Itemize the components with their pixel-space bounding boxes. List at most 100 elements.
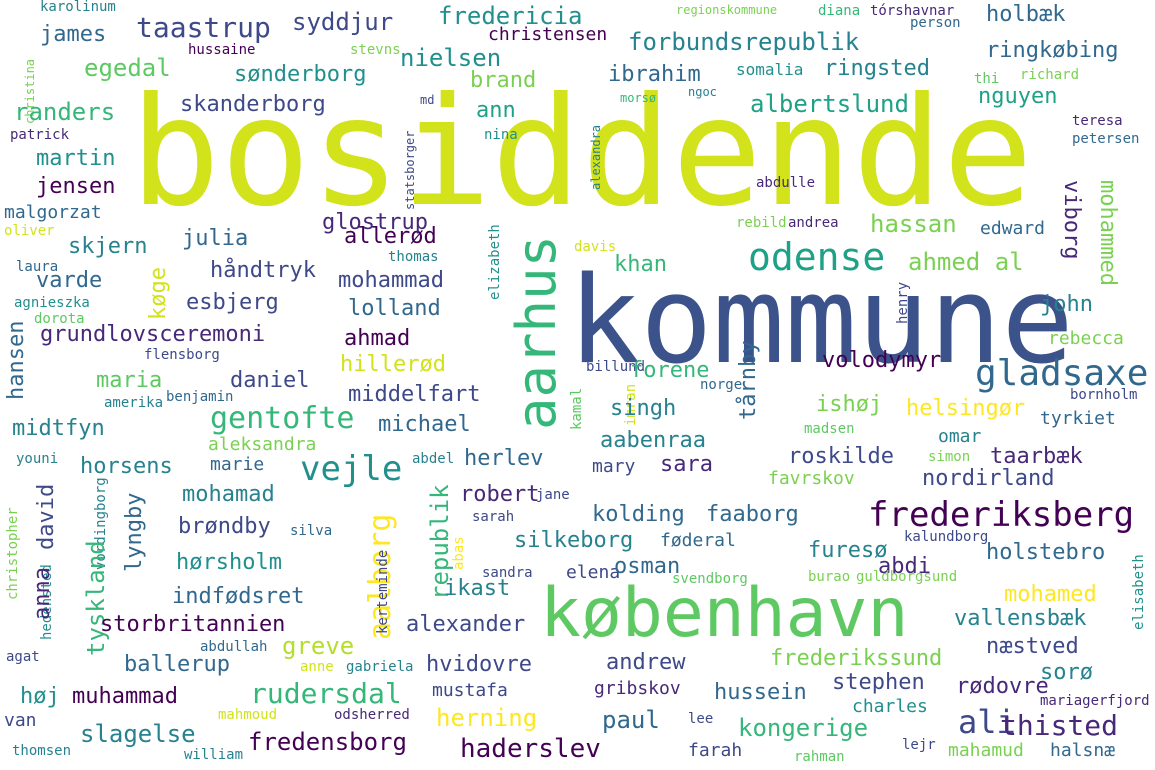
word-billund: billund — [586, 359, 646, 375]
word-kommune: kommune — [568, 252, 1074, 391]
word-sonderborg: sønderborg — [234, 62, 367, 87]
word-torshavnar: tórshavnar — [870, 3, 955, 19]
word-greve: greve — [282, 632, 355, 660]
word-middelfart: middelfart — [348, 382, 481, 407]
word-flensborg: flensborg — [144, 347, 220, 363]
word-michael: michael — [378, 412, 471, 437]
word-ahmed-al: ahmed al — [908, 248, 1024, 276]
word-taarbaek: taarbæk — [990, 444, 1083, 469]
word-osman: osman — [614, 554, 681, 579]
word-frederiksberg: frederiksberg — [868, 495, 1135, 535]
word-anne: anne — [300, 659, 334, 675]
word-haderslev: haderslev — [460, 734, 601, 764]
word-simon: simon — [928, 449, 971, 465]
word-viborg: viborg — [1059, 180, 1084, 260]
word-rodovre: rødovre — [956, 674, 1049, 699]
word-sara: sara — [660, 452, 713, 477]
word-paul: paul — [602, 706, 660, 734]
word-jensen: jensen — [36, 174, 116, 199]
word-odense: odense — [748, 235, 886, 279]
word-james: james — [40, 22, 107, 47]
word-abdulle: abdulle — [756, 175, 816, 191]
word-van: van — [4, 710, 37, 731]
word-odsherred: odsherred — [334, 707, 410, 723]
word-mohammed: mohammed — [1095, 180, 1120, 286]
word-aabenraa: aabenraa — [600, 428, 706, 453]
word-elena: elena — [566, 562, 621, 583]
word-charles: charles — [852, 696, 928, 717]
word-hussein: hussein — [714, 680, 807, 705]
word-kobenhavn: københavn — [540, 574, 909, 653]
word-slagelse: slagelse — [80, 720, 196, 748]
word-lolland: lolland — [348, 296, 441, 321]
word-lejr: lejr — [902, 737, 936, 753]
word-dorota: dorota — [34, 311, 85, 327]
word-singh: singh — [610, 396, 677, 421]
word-tarnby: tårnby — [736, 340, 761, 420]
word-lee: lee — [688, 711, 714, 727]
word-davis: davis — [574, 239, 617, 255]
word-edward: edward — [980, 218, 1046, 239]
word-john: john — [1040, 292, 1093, 317]
word-amerika: amerika — [104, 395, 164, 411]
word-gladsaxe: gladsaxe — [975, 353, 1149, 394]
word-christensen: christensen — [488, 24, 608, 45]
word-thi: thi — [974, 71, 1000, 87]
word-farah: farah — [688, 740, 743, 761]
word-horsholm: hørsholm — [176, 550, 282, 575]
word-glostrup: glostrup — [322, 210, 428, 235]
word-karolinum: karolinum — [40, 0, 116, 15]
word-kerteminde: kerteminde — [375, 549, 391, 634]
word-ringsted: ringsted — [824, 56, 930, 81]
word-roskilde: roskilde — [788, 444, 894, 469]
word-agnieszka: agnieszka — [14, 295, 90, 311]
word-jane: jane — [536, 487, 570, 503]
word-hillerod: hillerød — [340, 352, 446, 377]
word-stevns: stevns — [350, 42, 401, 58]
word-william: william — [184, 747, 244, 763]
word-handtryk: håndtryk — [210, 258, 316, 283]
word-nguyen: nguyen — [978, 84, 1058, 109]
word-indfodsret: indfødsret — [172, 584, 305, 609]
word-thomsen: thomsen — [12, 743, 72, 759]
word-alexandra: alexandra — [589, 124, 603, 190]
word-volodymyr: volodymyr — [822, 348, 942, 373]
word-frederikssund: frederikssund — [770, 646, 943, 671]
word-abdel: abdel — [412, 451, 455, 467]
word-rebecca: rebecca — [1048, 328, 1124, 349]
word-mahmoud: mahmoud — [218, 707, 278, 723]
word-omar: omar — [938, 426, 982, 447]
word-vejle: vejle — [300, 449, 403, 489]
word-martin: martin — [36, 146, 116, 171]
word-khan: khan — [614, 252, 667, 277]
word-hvidovre: hvidovre — [426, 652, 532, 677]
word-fredericia: fredericia — [438, 2, 583, 30]
word-gabriela: gabriela — [346, 659, 414, 675]
word-guldborgsund: guldborgsund — [856, 569, 958, 585]
word-aleksandra: aleksandra — [208, 434, 317, 455]
word-oliver: oliver — [4, 223, 55, 239]
word-hassan: hassan — [870, 210, 957, 238]
word-mariagerfjord: mariagerfjord — [1040, 693, 1150, 709]
word-nielsen: nielsen — [400, 44, 502, 72]
word-favrskov: favrskov — [768, 468, 855, 489]
word-varde: varde — [36, 268, 103, 293]
word-mohammad: mohammad — [338, 268, 444, 293]
word-ahmad: ahmad — [344, 326, 411, 351]
word-soro: sorø — [1040, 660, 1093, 685]
word-elizabeth: elizabeth — [487, 224, 503, 300]
word-youni: youni — [16, 451, 59, 467]
word-ali: ali — [958, 703, 1016, 741]
word-lyngby: lyngby — [122, 492, 147, 572]
word-naestved: næstved — [986, 634, 1079, 659]
word-tyskland: tyskland — [82, 540, 110, 656]
word-ikast: ikast — [444, 576, 511, 601]
word-gribskov: gribskov — [594, 678, 681, 699]
word-robert: robert — [460, 482, 540, 507]
word-madsen: madsen — [804, 421, 855, 437]
word-anna: anna — [30, 567, 55, 620]
word-rebild: rebild — [736, 215, 787, 231]
word-muhammad: muhammad — [72, 684, 178, 709]
word-agat: agat — [6, 649, 40, 665]
word-christopher: christopher — [5, 507, 21, 600]
